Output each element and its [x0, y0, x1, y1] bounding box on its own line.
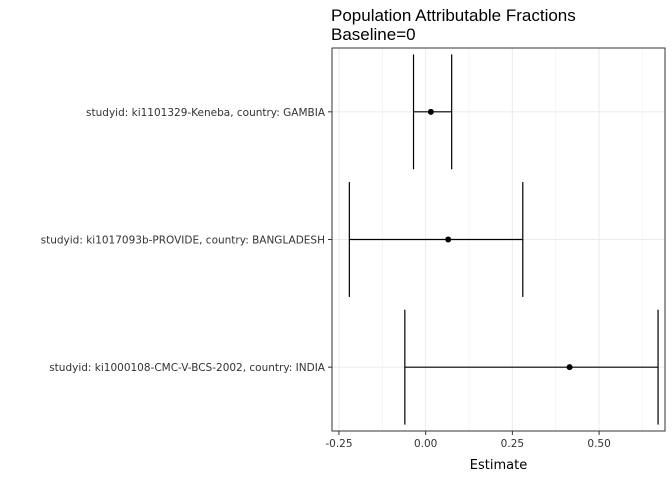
chart-subtitle: Baseline=0 [331, 25, 416, 44]
point-estimate [427, 108, 434, 115]
x-tick-label: 0.25 [501, 438, 524, 450]
y-tick-label: studyid: ki1017093b-PROVIDE, country: BA… [41, 235, 325, 247]
error-bars [348, 54, 659, 425]
x-tick-label: 0.50 [587, 438, 610, 450]
point-estimate [445, 236, 452, 243]
y-tick-label: studyid: ki1000108-CMC-V-BCS-2002, count… [49, 362, 326, 374]
x-axis: -0.25 0.00 0.25 0.50 [325, 431, 611, 450]
chart-title: Population Attributable Fractions [331, 6, 576, 25]
y-tick-label: studyid: ki1101329-Keneba, country: GAMB… [86, 107, 326, 119]
x-tick-label: -0.25 [325, 438, 352, 450]
x-axis-title: Estimate [470, 458, 527, 473]
y-axis: studyid: ki1101329-Keneba, country: GAMB… [41, 107, 332, 374]
x-tick-label: 0.00 [414, 438, 437, 450]
point-estimate [566, 364, 573, 371]
